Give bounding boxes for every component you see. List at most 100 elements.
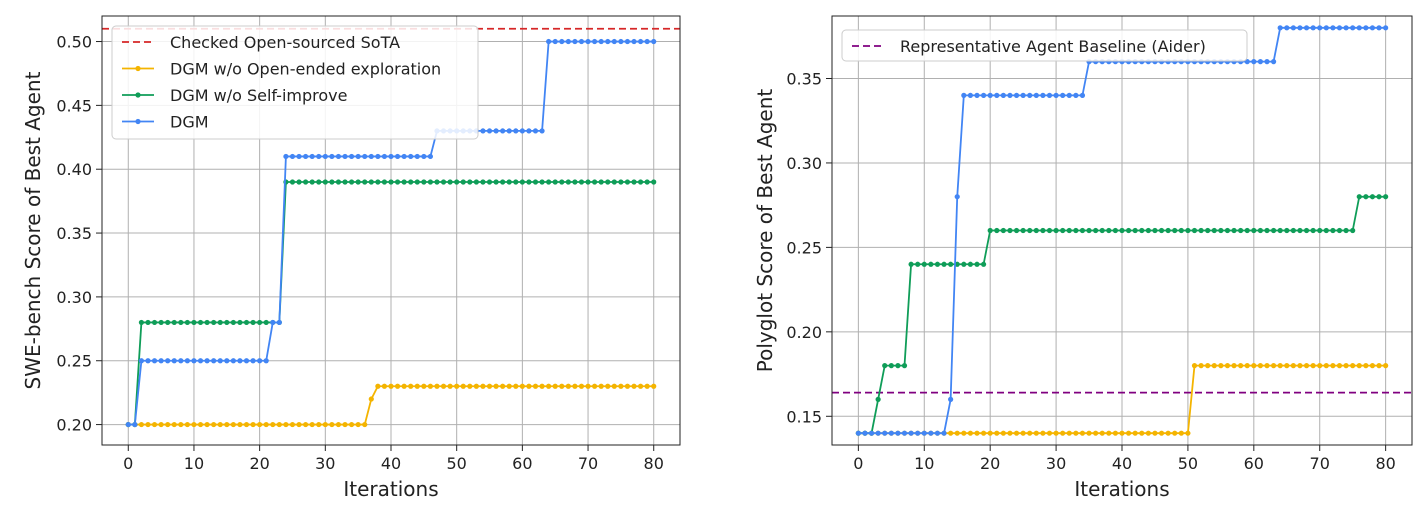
- data-point: [519, 383, 525, 389]
- data-point: [1244, 363, 1250, 369]
- data-point: [421, 153, 427, 160]
- data-point: [513, 128, 519, 134]
- data-point: [1027, 92, 1033, 98]
- data-point: [980, 261, 987, 267]
- x-tick-label: 30: [315, 454, 335, 473]
- data-point: [1317, 227, 1323, 234]
- data-point: [171, 421, 177, 428]
- data-point: [1238, 363, 1244, 369]
- data-point: [388, 383, 394, 389]
- data-point: [421, 179, 427, 185]
- data-point: [197, 358, 204, 364]
- data-point: [335, 153, 342, 160]
- data-point: [1383, 363, 1389, 369]
- data-point: [585, 383, 591, 389]
- data-point: [500, 383, 506, 389]
- data-point: [605, 38, 611, 45]
- data-point: [1013, 227, 1020, 234]
- data-point: [637, 179, 644, 185]
- data-point: [1251, 363, 1257, 369]
- x-tick-label: 0: [123, 454, 133, 473]
- data-point: [401, 153, 407, 160]
- data-point: [1086, 430, 1092, 436]
- data-point: [1257, 59, 1264, 65]
- data-point: [631, 38, 637, 45]
- data-point: [915, 430, 921, 436]
- data-point: [276, 421, 282, 428]
- data-point: [1191, 227, 1198, 234]
- data-point: [506, 383, 512, 389]
- data-point: [506, 128, 512, 134]
- data-point: [901, 363, 908, 369]
- data-point: [1251, 227, 1257, 234]
- data-point: [1317, 363, 1323, 369]
- x-tick-label: 30: [1046, 454, 1066, 473]
- data-point: [224, 319, 230, 326]
- data-point: [1020, 227, 1026, 234]
- data-point: [1033, 92, 1039, 98]
- data-point: [882, 363, 888, 369]
- data-point: [158, 319, 164, 326]
- data-point: [381, 383, 388, 389]
- data-point: [565, 38, 571, 45]
- y-tick-label: 0.25: [56, 352, 92, 371]
- legend-marker: [135, 92, 141, 98]
- data-point: [1139, 430, 1145, 436]
- y-tick-label: 0.15: [786, 407, 822, 426]
- data-point: [408, 179, 414, 185]
- data-point: [624, 38, 631, 45]
- data-point: [211, 421, 217, 428]
- data-point: [526, 179, 532, 185]
- data-point: [1079, 92, 1086, 98]
- data-point: [1211, 227, 1217, 234]
- data-point: [362, 153, 368, 160]
- data-point: [368, 153, 374, 160]
- data-point: [500, 128, 506, 134]
- data-point: [539, 179, 545, 185]
- x-tick-label: 60: [512, 454, 532, 473]
- data-point: [408, 153, 414, 160]
- data-point: [644, 179, 650, 185]
- data-point: [631, 179, 637, 185]
- data-point: [217, 358, 223, 364]
- data-point: [546, 383, 552, 389]
- data-point: [1270, 59, 1277, 65]
- data-point: [197, 319, 204, 326]
- data-point: [283, 421, 289, 428]
- data-point: [1284, 363, 1290, 369]
- data-point: [855, 430, 861, 436]
- x-tick-label: 70: [1310, 454, 1330, 473]
- data-point: [486, 383, 493, 389]
- data-point: [1284, 25, 1290, 31]
- data-point: [493, 179, 499, 185]
- data-point: [1369, 194, 1376, 200]
- data-point: [473, 179, 479, 185]
- data-point: [1297, 25, 1303, 31]
- plot-frame: [831, 15, 1413, 446]
- data-point: [552, 383, 558, 389]
- data-point: [348, 179, 355, 185]
- data-point: [381, 179, 388, 185]
- data-point: [1277, 363, 1283, 369]
- legend: Checked Open-sourced SoTA DGM w/o Open-en…: [111, 25, 479, 140]
- data-point: [322, 421, 328, 428]
- data-point: [1112, 227, 1119, 234]
- data-point: [1060, 430, 1066, 436]
- legend-box: [111, 25, 479, 140]
- data-point: [1066, 92, 1072, 98]
- data-point: [421, 383, 427, 389]
- data-point: [237, 319, 243, 326]
- data-point: [414, 383, 420, 389]
- legend-item: DGM w/o Open-ended exploration: [122, 60, 441, 79]
- data-point: [888, 430, 894, 436]
- data-point: [506, 179, 512, 185]
- data-point: [1363, 25, 1369, 31]
- data-point: [296, 421, 302, 428]
- data-point: [1323, 363, 1329, 369]
- data-point: [1125, 430, 1132, 436]
- y-axis-label: Polyglot Score of Best Agent: [753, 89, 777, 373]
- data-point: [954, 430, 960, 436]
- data-point: [611, 38, 617, 45]
- data-point: [368, 179, 374, 185]
- data-point: [250, 319, 256, 326]
